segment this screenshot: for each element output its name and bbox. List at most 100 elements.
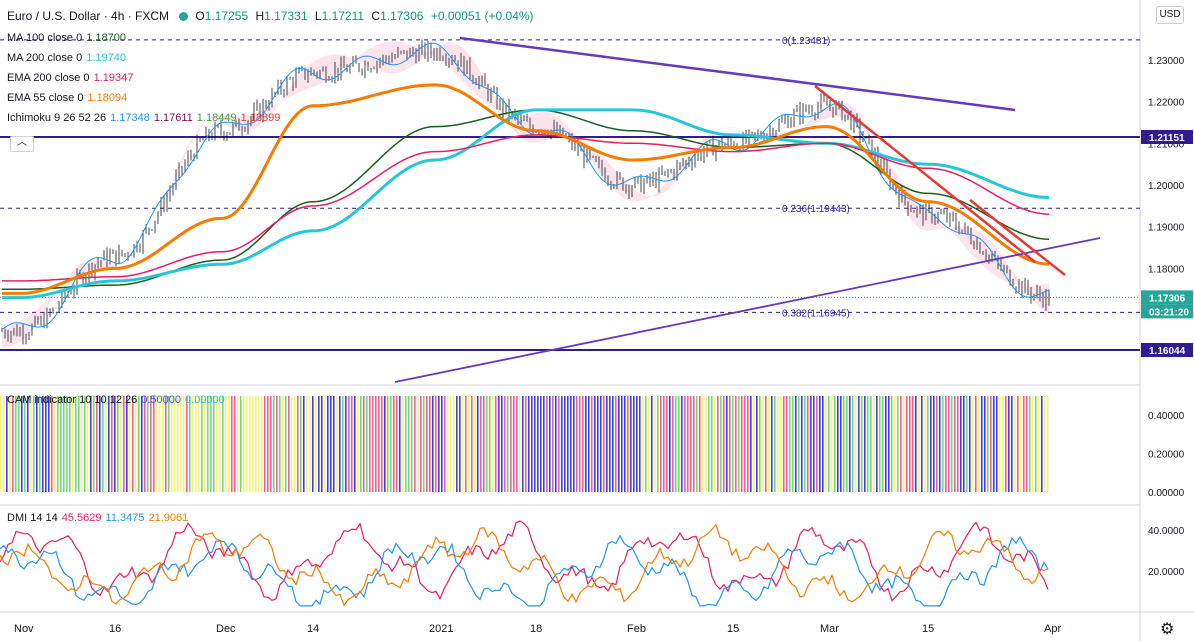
cam-bar: [522, 396, 524, 492]
cam-bar: [534, 396, 536, 492]
dmi-legend[interactable]: DMI 14 14 45.5629 11.3475 21.9061: [7, 511, 192, 525]
cam-bar: [663, 396, 665, 492]
dmi-tick: 20.0000: [1148, 567, 1185, 578]
indicator-value: 1.17611: [153, 112, 193, 124]
ohlc-change: +0.00051 (+0.04%): [430, 9, 534, 23]
cam-bar: [402, 396, 404, 492]
cam-bar: [291, 396, 293, 492]
symbol-title[interactable]: Euro / U.S. Dollar · 4h · FXCM: [7, 9, 170, 23]
cam-bar: [570, 396, 572, 492]
indicator-legend-3[interactable]: EMA 55 close 0 1.18094: [7, 91, 131, 105]
cam-bar: [654, 396, 656, 492]
cam-bar: [924, 396, 926, 492]
cam-bar: [270, 396, 272, 492]
cam-bar: [282, 396, 284, 492]
cam-bar: [606, 396, 608, 492]
cam-bar: [345, 396, 347, 492]
time-tick: Mar: [820, 623, 839, 635]
cam-bar: [591, 396, 593, 492]
time-tick: Nov: [14, 623, 34, 635]
cam-bar: [96, 396, 98, 492]
cam-bar: [468, 396, 470, 492]
cam-bar: [303, 396, 305, 492]
time-tick: 14: [307, 623, 319, 635]
cam-bar: [714, 396, 716, 492]
cam-bar: [393, 396, 395, 492]
cam-bar: [633, 396, 635, 492]
cam-bar: [681, 396, 683, 492]
price-tick: 1.23000: [1148, 56, 1185, 67]
cam-bar: [687, 396, 689, 492]
cam-bar: [300, 396, 302, 492]
cam-bar: [621, 396, 623, 492]
cam-bar: [399, 396, 401, 492]
gear-icon[interactable]: ⚙: [1160, 621, 1175, 638]
cam-bar: [981, 396, 983, 492]
cam-bar: [81, 396, 83, 492]
cam-bar: [921, 396, 923, 492]
cam-bar: [1017, 396, 1019, 492]
dmi-plus: 45.5629: [61, 512, 102, 524]
price-tick: 1.21000: [1148, 139, 1185, 150]
cam-bar: [387, 396, 389, 492]
indicator-legend-4[interactable]: Ichimoku 9 26 52 26 1.17348 1.17611 1.18449…: [7, 111, 284, 125]
cam-bar: [513, 396, 515, 492]
cam-bar: [192, 396, 194, 492]
dmi-minus: 11.3475: [105, 512, 145, 524]
cam-bar: [441, 396, 443, 492]
cam-bar: [972, 396, 974, 492]
price-badge: [1141, 290, 1193, 305]
cam-bar: [966, 396, 968, 492]
cam-legend[interactable]: CAM indicator 10 10 12 26 0.50000 0.00000: [7, 393, 229, 407]
cam-bar: [900, 396, 902, 492]
cam-bar: [789, 396, 791, 492]
cam-bar: [774, 396, 776, 492]
cam-bar: [618, 396, 620, 492]
cam-bar: [741, 396, 743, 492]
cam-bar: [99, 396, 101, 492]
collapse-legend-icon[interactable]: ︿: [10, 136, 34, 152]
cam-bar: [261, 396, 263, 492]
cam-bar: [837, 396, 839, 492]
cam-bar: [474, 396, 476, 492]
cam-bar: [180, 396, 182, 492]
dmi-line-2: [0, 523, 1049, 607]
cam-bar: [927, 396, 929, 492]
cam-bar: [516, 396, 518, 492]
cam-bar: [1038, 396, 1040, 492]
cam-bar: [795, 396, 797, 492]
cam-bar: [894, 396, 896, 492]
cam-bar: [132, 396, 134, 492]
cam-bar: [672, 396, 674, 492]
cam-bar: [786, 396, 788, 492]
indicator-legend-2[interactable]: EMA 200 close 0 1.19347: [7, 71, 137, 85]
cam-bar: [252, 396, 254, 492]
cam-bar: [66, 396, 68, 492]
indicator-legend-0[interactable]: MA 100 close 0 1.18700: [7, 31, 130, 45]
cam-bar: [705, 396, 707, 492]
cam-bar: [174, 396, 176, 492]
cam-bar: [42, 396, 44, 492]
cam-bar: [771, 396, 773, 492]
cam-bar: [756, 396, 758, 492]
currency-button[interactable]: USD: [1156, 6, 1184, 24]
cam-bar: [177, 396, 179, 492]
cam-bar: [903, 396, 905, 492]
cam-bar: [309, 396, 311, 492]
cam-bar: [390, 396, 392, 492]
cam-bar: [12, 396, 14, 492]
cam-bar: [54, 396, 56, 492]
cam-bar: [831, 396, 833, 492]
cam-bar: [777, 396, 779, 492]
cam-bar: [153, 396, 155, 492]
price-badge-text: 03:21:20: [1149, 307, 1189, 318]
indicator-label: Ichimoku 9 26 52 26: [7, 112, 107, 124]
cam-bar: [1047, 396, 1049, 492]
indicator-legend-1[interactable]: MA 200 close 0 1.19740: [7, 51, 130, 65]
red-trendline-2: [969, 199, 1066, 276]
cam-bar: [156, 396, 158, 492]
cam-bar: [552, 396, 554, 492]
cam-bar: [675, 396, 677, 492]
indicator-label: MA 100 close 0: [7, 32, 83, 44]
